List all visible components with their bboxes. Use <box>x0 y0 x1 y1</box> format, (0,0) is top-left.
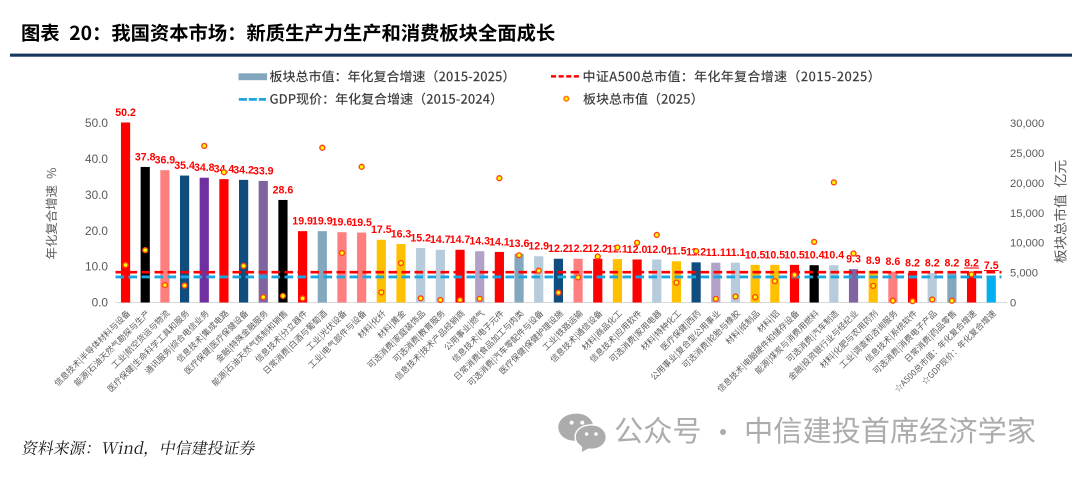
svg-text:12.2: 12.2 <box>568 243 589 255</box>
svg-text:19.5: 19.5 <box>351 217 372 229</box>
svg-text:19.9: 19.9 <box>312 216 333 228</box>
svg-text:8.2: 8.2 <box>945 257 960 269</box>
svg-text:30,000: 30,000 <box>1010 118 1044 130</box>
svg-text:36.9: 36.9 <box>155 155 176 167</box>
svg-text:12.2: 12.2 <box>548 243 569 255</box>
svg-text:8.6: 8.6 <box>886 256 901 268</box>
svg-text:0.0: 0.0 <box>92 296 109 310</box>
svg-text:10.5: 10.5 <box>784 249 805 261</box>
svg-text:14.1: 14.1 <box>489 236 510 248</box>
svg-text:13.6: 13.6 <box>509 238 530 250</box>
svg-text:14.7: 14.7 <box>430 234 451 246</box>
svg-text:11.5: 11.5 <box>666 246 686 258</box>
svg-text:35.4: 35.4 <box>174 160 195 172</box>
svg-text:15.2: 15.2 <box>410 232 431 244</box>
svg-text:19.9: 19.9 <box>292 216 313 228</box>
svg-text:8.2: 8.2 <box>905 257 920 269</box>
svg-text:34.8: 34.8 <box>194 162 215 174</box>
svg-text:37.8: 37.8 <box>135 151 156 163</box>
svg-text:14.3: 14.3 <box>469 236 490 248</box>
svg-text:50.0: 50.0 <box>85 116 108 130</box>
svg-text:16.3: 16.3 <box>391 228 412 240</box>
svg-text:20.0: 20.0 <box>85 224 108 238</box>
svg-text:9.3: 9.3 <box>846 254 861 266</box>
svg-text:7.5: 7.5 <box>984 260 999 272</box>
svg-text:14.7: 14.7 <box>450 234 471 246</box>
svg-text:0: 0 <box>1010 298 1016 310</box>
svg-text:12.2: 12.2 <box>587 243 608 255</box>
svg-text:10.4: 10.4 <box>804 250 825 262</box>
svg-text:8.2: 8.2 <box>925 257 940 269</box>
svg-text:12.0: 12.0 <box>627 244 648 256</box>
svg-text:20,000: 20,000 <box>1010 178 1044 190</box>
svg-text:17.5: 17.5 <box>371 224 392 236</box>
svg-text:10.5: 10.5 <box>765 249 786 261</box>
svg-text:8.9: 8.9 <box>866 255 881 267</box>
svg-text:8.2: 8.2 <box>964 257 979 269</box>
svg-text:19.6: 19.6 <box>332 217 353 229</box>
svg-text:10.5: 10.5 <box>745 249 766 261</box>
svg-text:25,000: 25,000 <box>1010 148 1044 160</box>
svg-text:33.9: 33.9 <box>253 165 274 177</box>
svg-text:15,000: 15,000 <box>1010 208 1044 220</box>
svg-text:10.4: 10.4 <box>824 250 845 262</box>
svg-text:11.1: 11.1 <box>706 247 726 259</box>
svg-text:40.0: 40.0 <box>85 152 108 166</box>
svg-text:12.9: 12.9 <box>528 241 549 253</box>
svg-text:50.2: 50.2 <box>115 107 136 119</box>
svg-text:10.0: 10.0 <box>85 260 108 274</box>
svg-text:10,000: 10,000 <box>1010 238 1044 250</box>
svg-text:28.6: 28.6 <box>273 184 294 196</box>
svg-text:11.1: 11.1 <box>725 247 745 259</box>
svg-text:5,000: 5,000 <box>1010 268 1038 280</box>
svg-text:34.2: 34.2 <box>233 164 254 176</box>
svg-text:30.0: 30.0 <box>85 188 108 202</box>
svg-text:12.0: 12.0 <box>646 244 667 256</box>
